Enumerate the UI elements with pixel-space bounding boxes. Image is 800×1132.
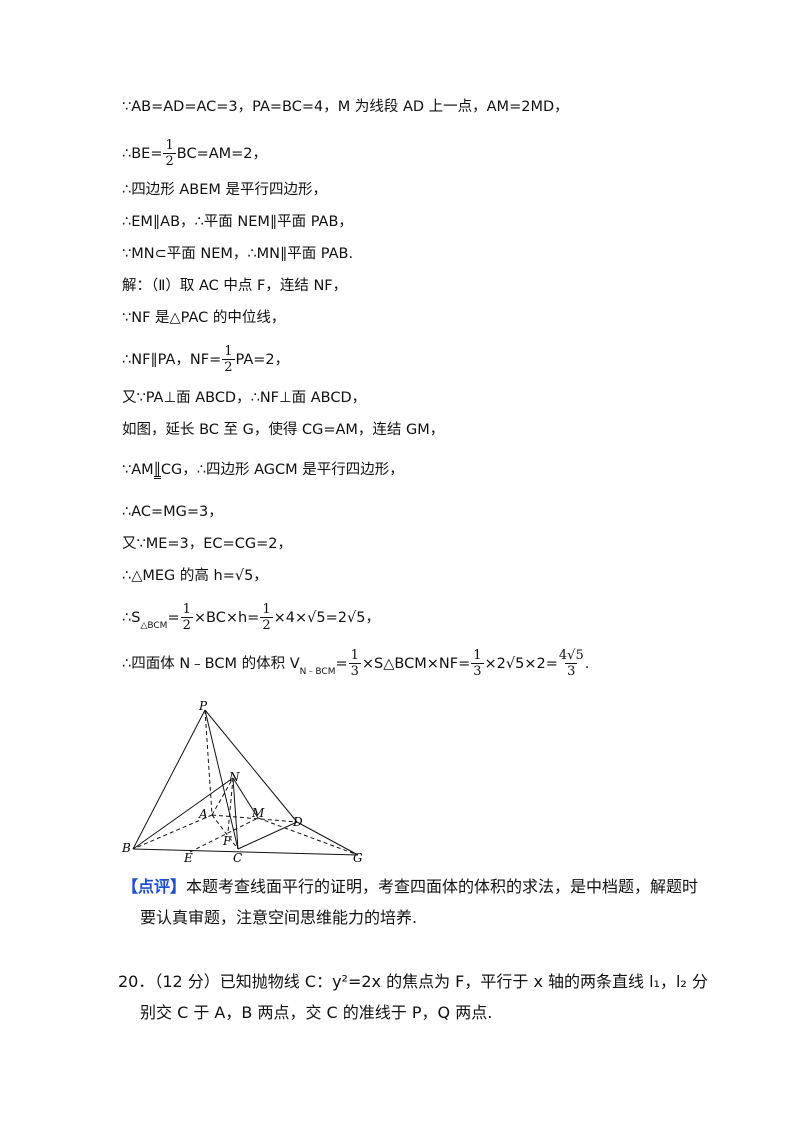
- question: 20．（12 分）已知抛物线 C：y²=2x 的焦点为 F，平行于 x 轴的两条…: [118, 972, 708, 1022]
- text-line: ∴△MEG 的高 h=√5，: [122, 566, 268, 586]
- text: BC=AM=2，: [176, 145, 268, 162]
- text-line: 如图，延长 BC 至 G，使得 CG=AM，连结 GM，: [122, 420, 444, 440]
- denominator: 3: [565, 663, 578, 679]
- text: CG，∴四边形 AGCM 是平行四边形，: [160, 462, 404, 478]
- numerator: 4√5: [558, 648, 584, 663]
- comment-tag: 【点评】: [122, 877, 187, 896]
- text: ∴BE=: [122, 145, 163, 162]
- numerator: 1: [473, 648, 482, 663]
- point-label: D: [292, 815, 303, 829]
- comment: 【点评】本题考查线面平行的证明，考查四面体的体积的求法，是中档题，解题时要认真审…: [122, 871, 710, 933]
- text-line: ∴四面体 N﹣BCM 的体积 V N﹣BCM = 1 3 ×S△BCM×NF= 1 3 ×2√5…: [122, 648, 589, 679]
- text: ∴NF∥PA，NF=: [122, 351, 222, 368]
- denominator: 2: [222, 359, 235, 375]
- text: .: [584, 655, 590, 672]
- numerator: 1: [224, 344, 233, 359]
- text-line: ∵NF 是△PAC 的中位线，: [122, 308, 285, 328]
- text: =: [167, 609, 180, 626]
- text: 又∵ME=3，EC=CG=2，: [122, 536, 292, 552]
- text-line: ∴四边形 ABEM 是平行四边形，: [122, 180, 327, 200]
- text: 解：（Ⅱ）取 AC 中点 F，连结 NF，: [122, 278, 348, 294]
- text-line: ∴S △BCM = 1 2 ×BC×h= 1 2 ×4×√5=2√5，: [122, 602, 380, 633]
- point-label: E: [183, 851, 193, 865]
- text: ∴EM∥AB，∴平面 NEM∥平面 PAB，: [122, 214, 353, 230]
- point-label: A: [198, 807, 208, 821]
- text: ∴△MEG 的高 h=√5，: [122, 568, 268, 584]
- denominator: 3: [348, 663, 361, 679]
- text-line: 又∵ME=3，EC=CG=2，: [122, 534, 292, 554]
- text-line: ∵AM ∥ CG，∴四边形 AGCM 是平行四边形，: [122, 460, 404, 480]
- text: =: [335, 655, 348, 672]
- text-line: ∴NF∥PA，NF= 1 2 PA=2，: [122, 344, 289, 375]
- text-line: 解：（Ⅱ）取 AC 中点 F，连结 NF，: [122, 276, 347, 296]
- numerator: 1: [182, 602, 191, 617]
- text: ∵NF 是△PAC 的中位线，: [122, 310, 286, 326]
- denominator: 2: [163, 153, 176, 169]
- text: PA=2，: [235, 351, 290, 368]
- subscript: △BCM: [140, 621, 168, 631]
- point-label: B: [121, 841, 131, 855]
- symbol: ∥: [153, 460, 161, 479]
- numerator: 1: [350, 648, 359, 663]
- text: ∵MN⊂平面 NEM，∴MN∥平面 PAB.: [122, 246, 354, 262]
- text: ×S△BCM×NF=: [361, 655, 471, 672]
- text: ∴四边形 ABEM 是平行四边形，: [122, 182, 327, 198]
- text: ∴S: [122, 609, 141, 626]
- text: ×2√5×2=: [484, 655, 558, 672]
- point-label: C: [233, 851, 242, 865]
- denominator: 2: [260, 617, 273, 633]
- text: ∴四面体 N﹣BCM 的体积 V: [122, 655, 300, 672]
- point-label: F: [222, 834, 232, 848]
- text: 如图，延长 BC 至 G，使得 CG=AM，连结 GM，: [122, 422, 445, 438]
- point-label: P: [198, 699, 208, 713]
- text: 又∵PA⊥面 ABCD，∴NF⊥面 ABCD，: [122, 390, 367, 406]
- text-line: ∵MN⊂平面 NEM，∴MN∥平面 PAB.: [122, 244, 353, 264]
- text: ∵AM: [122, 462, 154, 478]
- denominator: 3: [471, 663, 484, 679]
- point-label: M: [251, 806, 265, 820]
- text: ×4×√5=2√5，: [273, 609, 380, 626]
- text-line: ∴AC=MG=3，: [122, 502, 223, 522]
- denominator: 2: [180, 617, 193, 633]
- subscript: N﹣BCM: [299, 667, 336, 677]
- numerator: 1: [165, 138, 174, 153]
- fraction: 4√5 3: [559, 648, 584, 679]
- text: ×BC×h=: [193, 609, 260, 626]
- numerator: 1: [262, 602, 271, 617]
- point-label: G: [353, 851, 363, 865]
- text-line: ∴EM∥AB，∴平面 NEM∥平面 PAB，: [122, 212, 353, 232]
- text: ∵AB=AD=AC=3，PA=BC=4，M 为线段 AD 上一点，AM=2MD，: [122, 99, 569, 115]
- comment-text: 本题考查线面平行的证明，考查四面体的体积的求法，是中档题，解题时要认真审题，注意…: [140, 877, 699, 927]
- text-line: ∵AB=AD=AC=3，PA=BC=4，M 为线段 AD 上一点，AM=2MD，: [122, 97, 569, 117]
- text-line: 又∵PA⊥面 ABCD，∴NF⊥面 ABCD，: [122, 388, 366, 408]
- text-line: ∴BE= 1 2 BC=AM=2，: [122, 138, 267, 169]
- text: ∴AC=MG=3，: [122, 504, 223, 520]
- point-label: N: [228, 770, 240, 784]
